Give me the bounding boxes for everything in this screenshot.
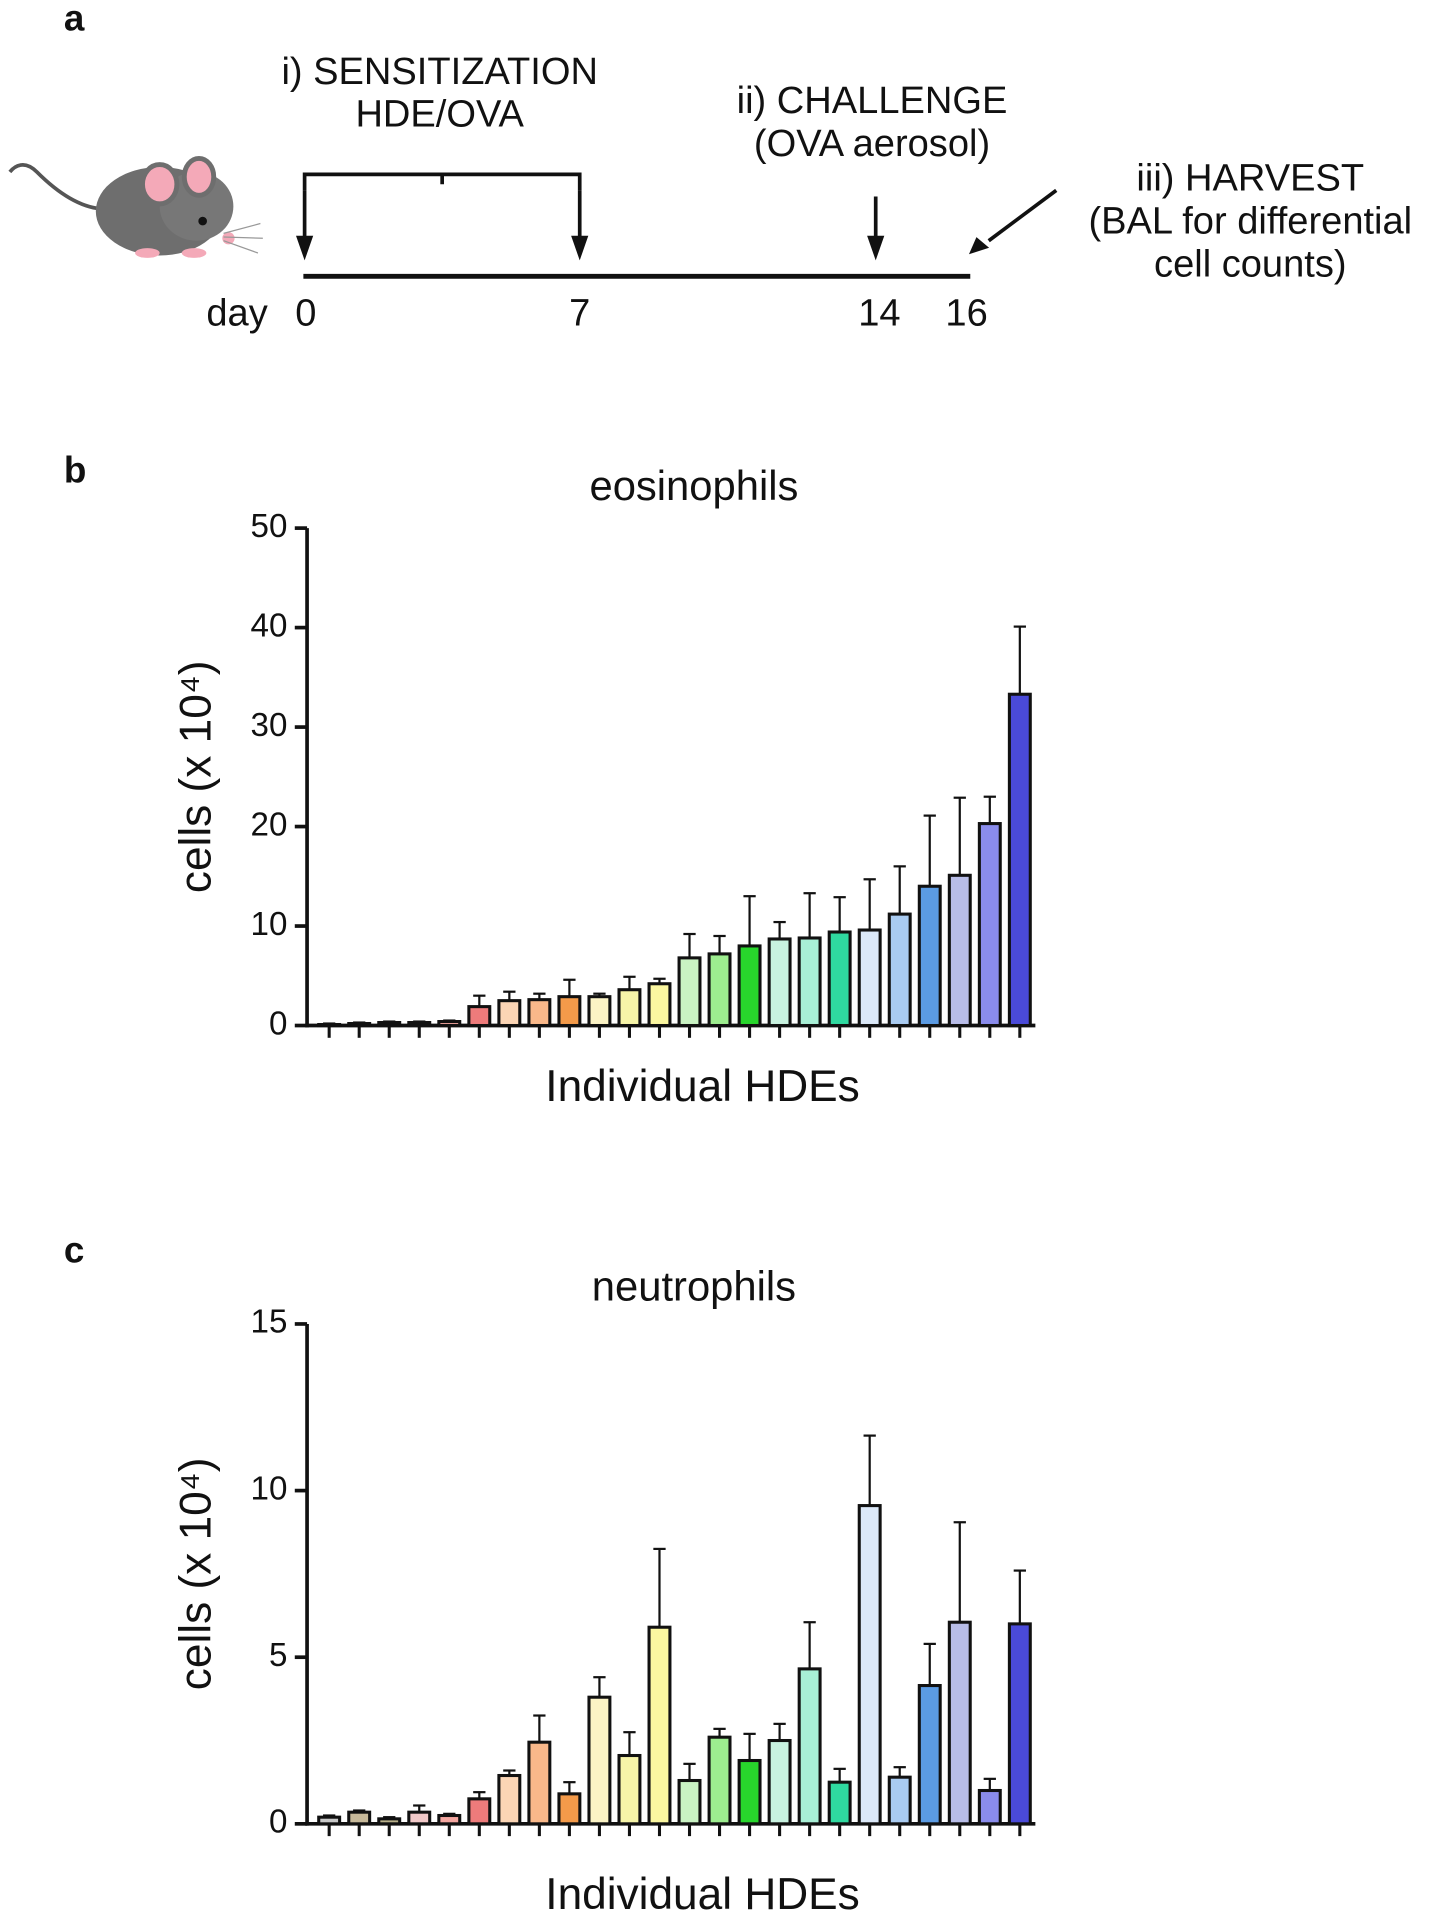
step-label: cell counts) [1154, 244, 1347, 286]
bar [707, 1735, 732, 1826]
bar [377, 1817, 402, 1826]
day-label: day [206, 293, 267, 335]
bar [407, 1021, 432, 1028]
bar [557, 1792, 582, 1826]
bar [797, 936, 822, 1028]
bar [587, 1695, 612, 1826]
bar [707, 952, 732, 1028]
bar [317, 1815, 342, 1826]
bar [437, 1813, 462, 1826]
bar [347, 1810, 372, 1826]
bar [917, 1684, 942, 1826]
chart-title: eosinophils [589, 462, 798, 509]
bar [617, 988, 642, 1028]
x-axis-label: Individual HDEs [545, 1870, 859, 1919]
panel-label: a [64, 0, 85, 39]
bar [947, 1620, 972, 1826]
y-axis-label: cells (x 10⁴) [172, 660, 221, 893]
bar [617, 1753, 642, 1826]
bar [827, 930, 852, 1028]
bar [467, 1797, 492, 1826]
bar [1007, 692, 1032, 1028]
bar [347, 1021, 372, 1028]
y-tick-label: 50 [251, 508, 288, 545]
y-axis-label: cells (x 10⁴) [172, 1458, 221, 1691]
bar [737, 1758, 762, 1826]
x-axis-label: Individual HDEs [545, 1062, 859, 1111]
step-label: HDE/OVA [355, 94, 524, 136]
step-label: ii) CHALLENGE [737, 80, 1008, 122]
bar [557, 995, 582, 1028]
panel-label: c [64, 1229, 84, 1270]
timeline [296, 172, 1058, 279]
y-tick-label: 40 [251, 607, 288, 644]
y-tick-label: 0 [269, 1804, 287, 1841]
bar [587, 995, 612, 1028]
bar [767, 937, 792, 1028]
bar [1007, 1622, 1032, 1826]
bar [527, 1740, 552, 1826]
day-tick-label: 16 [945, 293, 987, 335]
bar [977, 822, 1002, 1028]
bar [497, 999, 522, 1028]
step-label: i) SENSITIZATION [281, 51, 598, 93]
step-label: (OVA aerosol) [754, 123, 990, 165]
bar [857, 1504, 882, 1826]
bar [317, 1022, 342, 1028]
y-tick-label: 0 [269, 1005, 287, 1042]
day-tick-label: 14 [858, 293, 900, 335]
bar [767, 1738, 792, 1826]
chart-title: neutrophils [592, 1263, 796, 1310]
bar [977, 1788, 1002, 1826]
y-tick-label: 5 [269, 1637, 287, 1674]
y-tick-label: 10 [251, 906, 288, 943]
mouse-illustration [8, 155, 263, 258]
bar [887, 912, 912, 1028]
bar [647, 982, 672, 1028]
day-tick-label: 7 [569, 293, 590, 335]
bar [527, 998, 552, 1028]
y-tick-label: 20 [251, 806, 288, 843]
bar [797, 1667, 822, 1826]
step-label: iii) HARVEST [1136, 158, 1364, 200]
bar [887, 1775, 912, 1826]
bar [857, 928, 882, 1028]
bar [947, 873, 972, 1028]
bar [827, 1780, 852, 1826]
bar [437, 1020, 462, 1028]
y-tick-label: 10 [251, 1470, 288, 1507]
y-tick-label: 30 [251, 707, 288, 744]
bar [497, 1773, 522, 1826]
step-label: (BAL for differential [1088, 201, 1412, 243]
bar [377, 1021, 402, 1028]
bar [677, 956, 702, 1028]
bar [647, 1625, 672, 1826]
y-tick-label: 15 [251, 1304, 288, 1341]
bar [467, 1005, 492, 1028]
bar [677, 1778, 702, 1826]
panel-label: b [64, 450, 87, 491]
bar [407, 1810, 432, 1826]
bar [917, 884, 942, 1028]
day-tick-label: 0 [295, 293, 316, 335]
bar [737, 944, 762, 1028]
